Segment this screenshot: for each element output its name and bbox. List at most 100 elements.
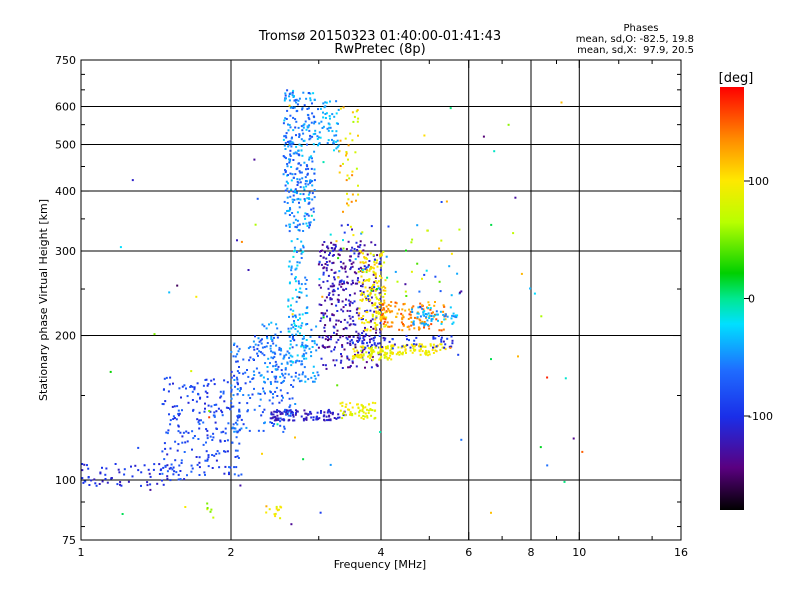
data-point: [169, 419, 172, 422]
data-point: [321, 243, 324, 246]
data-point: [363, 338, 366, 341]
data-point: [394, 270, 397, 273]
data-point: [335, 333, 338, 336]
data-point: [362, 337, 365, 340]
data-point: [275, 363, 278, 366]
data-point: [210, 405, 213, 408]
data-point: [213, 415, 216, 418]
data-point: [309, 97, 312, 100]
data-point: [222, 390, 225, 393]
data-point: [303, 354, 305, 357]
data-point: [405, 344, 407, 347]
data-point: [240, 240, 243, 243]
data-point: [274, 390, 277, 393]
data-point: [379, 261, 382, 263]
data-point: [346, 309, 349, 312]
data-point: [433, 346, 436, 349]
data-point: [168, 413, 170, 416]
data-point: [333, 331, 335, 334]
data-point: [215, 452, 218, 455]
data-point: [123, 468, 126, 471]
data-point: [81, 469, 84, 472]
data-point: [320, 410, 322, 412]
data-point: [424, 313, 427, 315]
data-point: [290, 327, 293, 330]
data-point: [452, 321, 455, 324]
data-point: [262, 376, 265, 379]
data-point: [303, 357, 306, 360]
data-point: [359, 244, 362, 246]
data-point: [152, 468, 155, 471]
data-point: [332, 140, 335, 143]
data-point: [311, 160, 314, 163]
data-point: [229, 466, 232, 469]
data-point: [370, 241, 373, 244]
data-point: [373, 343, 376, 346]
data-point: [168, 467, 171, 470]
data-point: [302, 419, 305, 422]
data-point: [376, 323, 379, 326]
data-point: [318, 131, 321, 134]
data-point: [95, 484, 98, 487]
data-point: [204, 402, 206, 405]
data-point: [360, 353, 362, 356]
data-point: [265, 345, 268, 348]
data-point: [302, 371, 304, 374]
data-point: [289, 92, 292, 95]
data-point: [389, 311, 392, 314]
data-point: [358, 414, 361, 417]
data-point: [174, 440, 177, 443]
data-point: [294, 225, 297, 228]
data-point: [273, 416, 276, 419]
data-point: [540, 315, 543, 318]
data-point: [304, 276, 307, 279]
data-point: [368, 351, 370, 354]
data-point: [282, 374, 285, 377]
data-point: [172, 418, 175, 420]
data-point: [443, 315, 446, 318]
data-point: [348, 358, 351, 361]
data-point: [394, 305, 397, 308]
data-point: [274, 360, 277, 363]
data-point: [316, 411, 319, 414]
data-point: [388, 309, 391, 312]
data-point: [418, 328, 420, 331]
data-point: [368, 294, 371, 297]
data-point: [299, 287, 302, 290]
data-point: [359, 337, 362, 340]
data-point: [235, 376, 238, 379]
data-point: [308, 198, 311, 200]
data-point: [306, 143, 308, 146]
data-point: [202, 384, 205, 387]
data-point: [490, 223, 493, 226]
data-point: [198, 427, 201, 430]
data-point: [288, 282, 291, 285]
data-point: [335, 319, 338, 322]
data-point: [236, 419, 239, 422]
data-point: [249, 345, 252, 348]
data-point: [345, 403, 348, 406]
data-point: [389, 349, 392, 352]
data-point: [300, 379, 303, 382]
data-point: [239, 414, 241, 417]
data-point: [304, 282, 307, 285]
data-point: [322, 116, 325, 119]
data-point: [238, 429, 241, 432]
data-point: [365, 361, 368, 364]
data-point: [404, 283, 407, 286]
data-point: [361, 261, 364, 264]
data-point: [429, 307, 432, 310]
data-point: [339, 260, 342, 263]
data-point: [356, 336, 359, 339]
data-point: [289, 340, 292, 342]
data-point: [389, 304, 392, 307]
data-point: [326, 315, 328, 318]
data-point: [318, 142, 321, 145]
data-point: [276, 411, 278, 414]
data-point: [206, 502, 209, 505]
data-point: [81, 463, 84, 465]
data-point: [367, 278, 370, 281]
data-point: [354, 343, 357, 346]
data-point: [350, 266, 352, 269]
data-point: [292, 194, 295, 197]
